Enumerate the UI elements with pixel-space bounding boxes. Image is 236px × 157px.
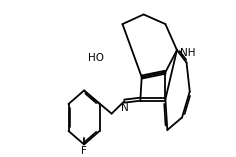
Text: N: N — [121, 103, 129, 113]
Text: NH: NH — [180, 48, 195, 58]
Text: F: F — [81, 146, 87, 156]
Text: HO: HO — [88, 53, 104, 63]
